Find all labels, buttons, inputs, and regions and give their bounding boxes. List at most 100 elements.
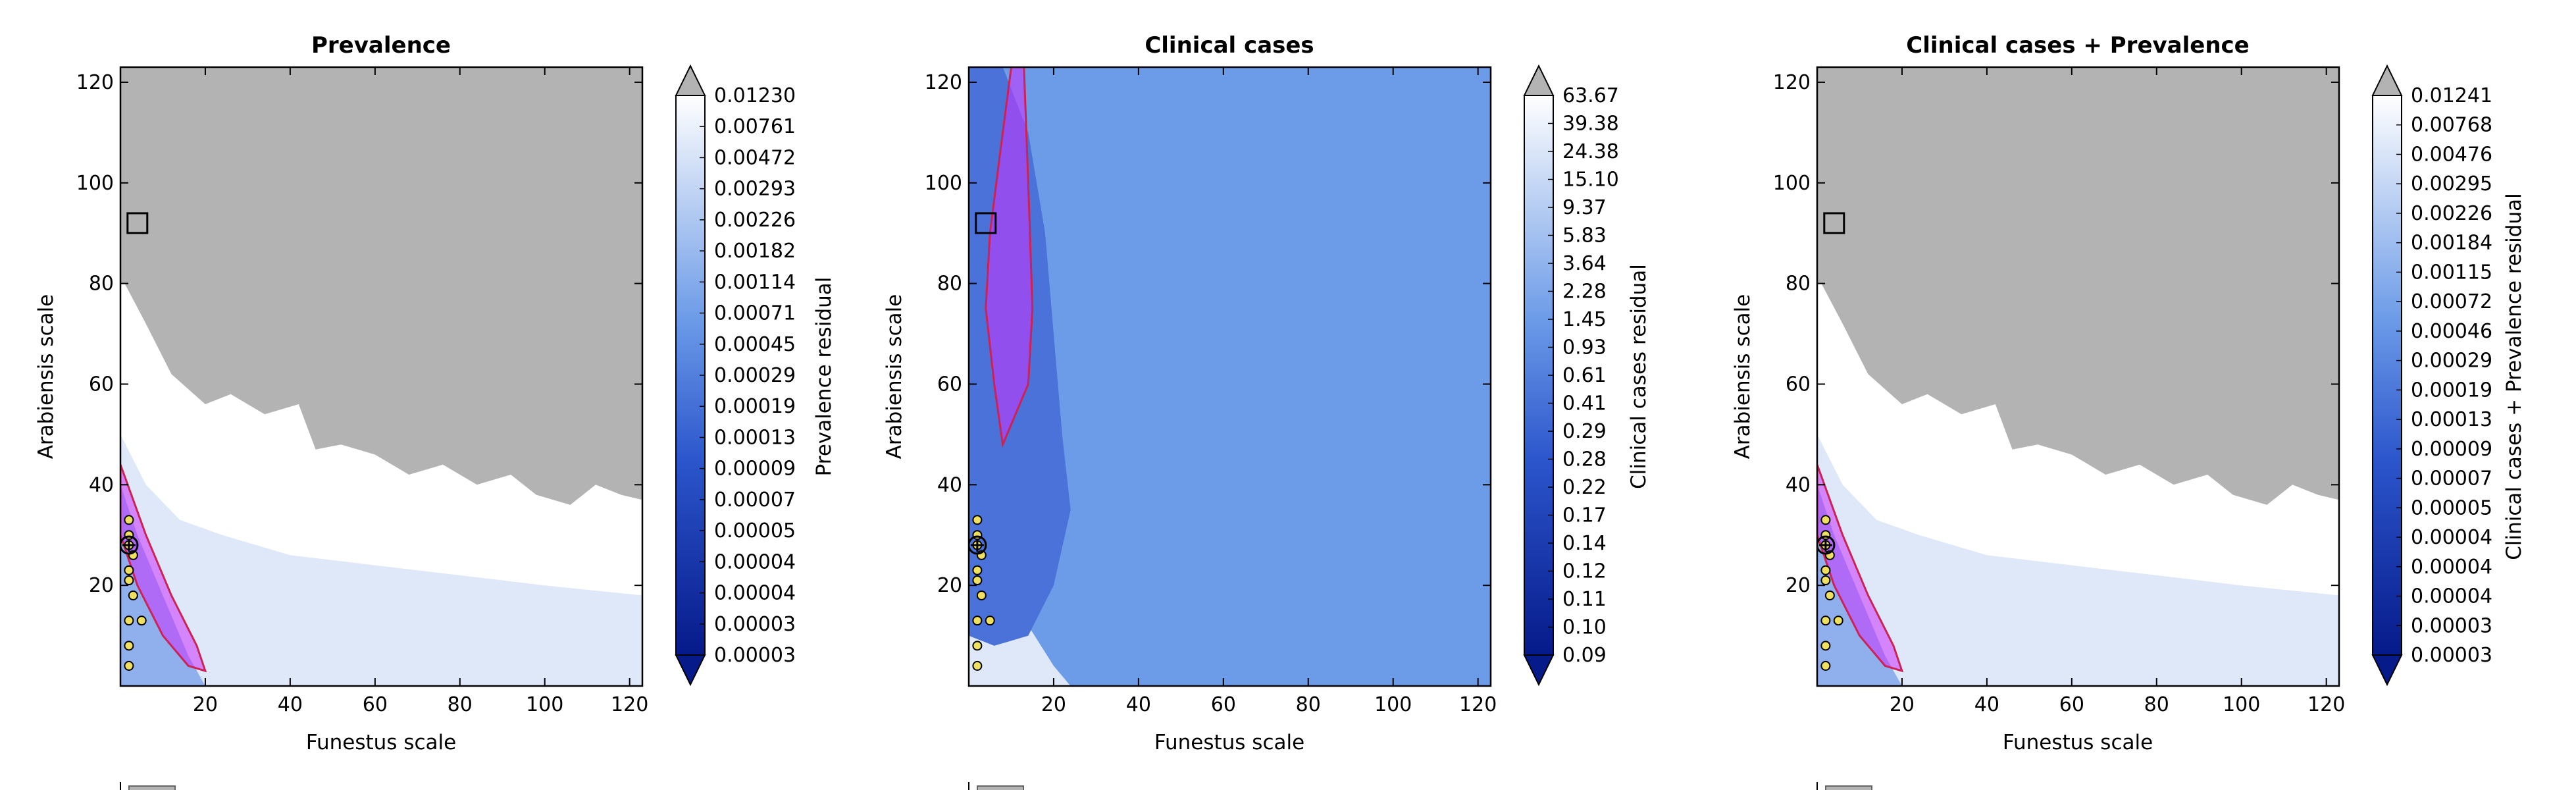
colorbar-tick-label: 0.00003 bbox=[714, 644, 796, 667]
star-cross bbox=[122, 539, 136, 552]
colorbar-tick-label: 0.00046 bbox=[2411, 320, 2492, 343]
y-tick-label: 60 bbox=[89, 373, 114, 396]
star-marker bbox=[120, 535, 139, 555]
legend-swatch bbox=[1825, 785, 1872, 790]
data-point bbox=[1820, 565, 1831, 575]
colorbar-tick-label: 0.00004 bbox=[2411, 585, 2492, 608]
y-tick-label: 80 bbox=[89, 273, 114, 296]
x-tick-label: 120 bbox=[611, 693, 648, 716]
data-point bbox=[124, 641, 134, 651]
x-tick-label: 20 bbox=[1041, 693, 1066, 716]
colorbar-tick-label: 0.01230 bbox=[714, 84, 796, 107]
x-tick-label: 100 bbox=[526, 693, 563, 716]
star-circle bbox=[1817, 535, 1836, 555]
colorbar-tick-label: 9.37 bbox=[1562, 196, 1607, 219]
colorbar-tick-label: 63.67 bbox=[1562, 84, 1619, 107]
panel-prevalence: Prevalence 20 40 60 80 100 120 20 40 60 80 100 120… bbox=[34, 32, 836, 754]
data-point bbox=[972, 575, 983, 586]
colorbar-tick-label: 0.00004 bbox=[2411, 556, 2492, 579]
y-tick-label: 20 bbox=[937, 574, 962, 597]
colorbar-label: Clinical cases + Prevalence residual bbox=[2502, 193, 2526, 560]
y-tick-label: 100 bbox=[925, 172, 962, 195]
data-point bbox=[1820, 660, 1831, 671]
colorbar-tick-label: 5.83 bbox=[1562, 224, 1607, 248]
x-axis: 20 40 60 80 100 120 bbox=[1890, 67, 2345, 716]
x-axis: 20 40 60 80 100 120 bbox=[1041, 67, 1497, 716]
square-marker bbox=[126, 212, 149, 234]
y-tick-label: 40 bbox=[89, 473, 114, 496]
masked-region bbox=[120, 67, 642, 505]
x-tick-label: 20 bbox=[1890, 693, 1915, 716]
colorbar-tick-label: 0.00184 bbox=[2411, 232, 2492, 255]
x-tick-label: 100 bbox=[2223, 693, 2260, 716]
star-marker bbox=[1817, 535, 1836, 555]
colorbar-tick-label: 0.93 bbox=[1562, 336, 1607, 359]
y-tick-label: 120 bbox=[1773, 71, 1811, 94]
colorbar-tick-label: 0.14 bbox=[1562, 532, 1607, 555]
colorbar-tick-label: 0.00761 bbox=[714, 115, 796, 138]
heatmap-area bbox=[967, 66, 1492, 687]
colorbar-tick-label: 0.09 bbox=[1562, 644, 1607, 667]
x-tick-label: 80 bbox=[2144, 693, 2169, 716]
colorbar-tick-label: 0.00029 bbox=[714, 364, 796, 387]
x-tick-label: 80 bbox=[448, 693, 473, 716]
colorbar-extend-top bbox=[675, 64, 706, 96]
y-tick-label: 120 bbox=[925, 71, 962, 94]
x-axis-label: Funestus scale bbox=[1154, 731, 1304, 754]
data-point bbox=[1824, 590, 1835, 600]
data-point bbox=[972, 515, 983, 525]
colorbar-tick-label: 0.00114 bbox=[714, 271, 796, 294]
x-tick-label: 40 bbox=[1126, 693, 1151, 716]
star-marker bbox=[969, 535, 987, 555]
colorbar-tick-label: 0.00182 bbox=[714, 240, 796, 263]
colorbar-tick-label: 0.00007 bbox=[714, 488, 796, 512]
y-tick-label: 100 bbox=[1773, 172, 1811, 195]
x-tick-label: 120 bbox=[1459, 693, 1497, 716]
colorbar-label: Clinical cases residual bbox=[1627, 264, 1651, 489]
x-tick-label: 100 bbox=[1374, 693, 1412, 716]
colorbar-tick-label: 15.10 bbox=[1562, 169, 1619, 192]
square-marker bbox=[1823, 212, 1845, 234]
colorbar-tick-label: 39.38 bbox=[1562, 113, 1619, 136]
data-point bbox=[976, 590, 987, 600]
panel-title: Clinical cases bbox=[1145, 32, 1314, 59]
y-axis: 20 40 60 80 100 120 bbox=[925, 71, 1491, 597]
colorbar-tick-label: 0.00005 bbox=[2411, 496, 2492, 519]
y-tick-label: 60 bbox=[1786, 373, 1811, 396]
colorbar-extend-top bbox=[1523, 64, 1555, 96]
data-point bbox=[128, 590, 138, 600]
plot-content bbox=[969, 67, 1491, 686]
x-tick-label: 60 bbox=[363, 693, 388, 716]
panel-clinical-plus-prevalence: Clinical cases + Prevalence 20 40 60 80 100 1… bbox=[1731, 32, 2526, 754]
colorbar-tick-label: 0.11 bbox=[1562, 588, 1607, 611]
y-tick-label: 20 bbox=[1786, 574, 1811, 597]
star-cross bbox=[1818, 539, 1832, 552]
y-tick-label: 80 bbox=[1786, 273, 1811, 296]
colorbar-tick-label: 0.22 bbox=[1562, 476, 1607, 499]
colorbar-tick-label: 0.00004 bbox=[714, 582, 796, 605]
data-point bbox=[972, 565, 983, 575]
colorbar-tick-label: 0.10 bbox=[1562, 616, 1607, 639]
colorbar-body bbox=[2372, 95, 2402, 656]
data-point bbox=[124, 565, 134, 575]
colorbar: 0.01230 0.00761 0.00472 0.00293 0.00226 0.001… bbox=[675, 64, 796, 687]
highlighted-region bbox=[1817, 464, 1904, 673]
colorbar-tick-label: 0.00226 bbox=[2411, 202, 2492, 225]
colorbar-tick-label: 0.17 bbox=[1562, 504, 1607, 527]
y-axis: 20 40 60 80 100 120 bbox=[1773, 71, 2339, 597]
contour-light-region bbox=[1817, 434, 2339, 686]
contour-mid-region bbox=[1817, 485, 1902, 686]
colorbar-tick-label: 0.00029 bbox=[2411, 350, 2492, 373]
panel-title: Prevalence bbox=[311, 32, 451, 59]
colorbar-tick-label: 0.01241 bbox=[2411, 84, 2492, 107]
legend-strip bbox=[120, 782, 1872, 790]
y-tick-label: 40 bbox=[937, 473, 962, 496]
y-axis-label: Arabiensis scale bbox=[1731, 294, 1755, 460]
x-tick-label: 20 bbox=[193, 693, 218, 716]
heatmap-area bbox=[119, 66, 644, 687]
plot-content bbox=[1817, 67, 2339, 686]
y-tick-label: 60 bbox=[937, 373, 962, 396]
colorbar-tick-label: 0.00019 bbox=[2411, 379, 2492, 402]
plot-frame bbox=[1816, 66, 2340, 687]
colorbar-tick-label: 0.00013 bbox=[714, 426, 796, 449]
